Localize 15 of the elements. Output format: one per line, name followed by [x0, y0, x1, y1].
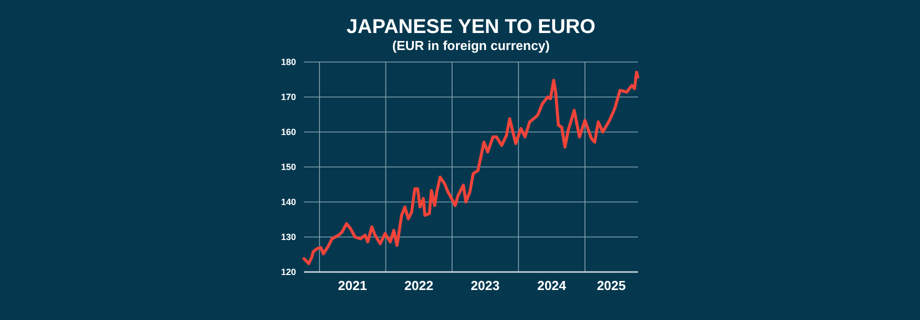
x-tick-label: 2022 — [404, 278, 434, 293]
y-tick-label: 180 — [280, 57, 296, 67]
chart-subtitle: (EUR in foreign currency) — [392, 38, 550, 53]
y-tick-label: 140 — [280, 197, 296, 207]
line-series — [302, 70, 640, 266]
y-tick-label: 170 — [280, 92, 296, 102]
y-tick-label: 130 — [280, 232, 296, 242]
x-tick-label: 2023 — [470, 278, 500, 293]
x-tick-label: 2021 — [338, 278, 367, 293]
x-tick-label: 2025 — [596, 278, 626, 293]
x-tick-label: 2024 — [537, 278, 567, 293]
chart-title: JAPANESE YEN TO EURO — [346, 16, 596, 38]
y-tick-label: 120 — [280, 267, 296, 277]
y-tick-label: 160 — [280, 127, 296, 137]
y-tick-label: 150 — [280, 162, 296, 172]
